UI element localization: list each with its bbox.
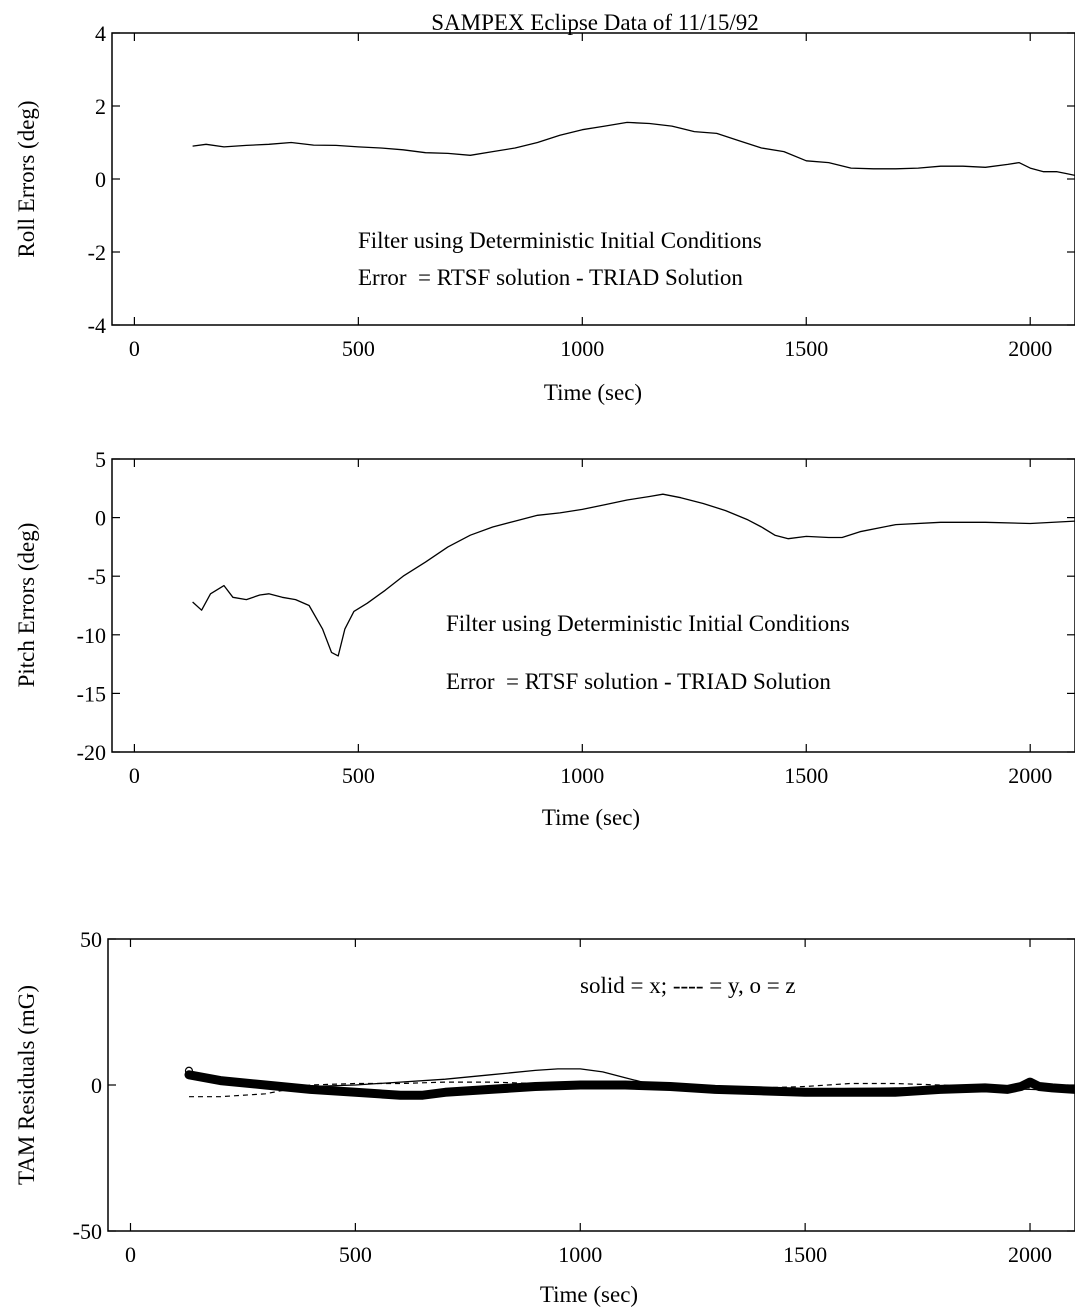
series-group bbox=[192, 493, 1075, 657]
x-ticks: 0 500 1000 1500 2000 bbox=[129, 33, 1052, 361]
series-line bbox=[192, 121, 1075, 177]
x-ticks: 0 500 1000 1500 2000 bbox=[125, 939, 1052, 1267]
y-ticks: -50 0 50 bbox=[73, 927, 1075, 1244]
annotation-filter: Filter using Deterministic Initial Condi… bbox=[358, 228, 762, 253]
series-group bbox=[184, 1066, 1075, 1100]
x-tick-label: 2000 bbox=[1008, 1242, 1052, 1267]
y-tick-label: -10 bbox=[77, 623, 106, 648]
x-tick-label: 500 bbox=[342, 763, 375, 788]
x-tick-label: 1000 bbox=[560, 763, 604, 788]
y-tick-label: -20 bbox=[77, 740, 106, 765]
chart-title: SAMPEX Eclipse Data of 11/15/92 bbox=[431, 10, 759, 35]
y-tick-label: -15 bbox=[77, 681, 106, 706]
x-tick-label: 1500 bbox=[784, 763, 828, 788]
y-tick-label: 0 bbox=[91, 1073, 102, 1098]
x-tick-label: 2000 bbox=[1008, 763, 1052, 788]
y-tick-label: 50 bbox=[80, 927, 102, 952]
annotation-error: Error = RTSF solution - TRIAD Solution bbox=[446, 669, 831, 694]
x-axis-label: Time (sec) bbox=[542, 805, 640, 830]
y-tick-label: -5 bbox=[88, 564, 106, 589]
y-tick-label: 0 bbox=[95, 167, 106, 192]
x-tick-label: 0 bbox=[129, 763, 140, 788]
annotation-legend: solid = x; ---- = y, o = z bbox=[580, 973, 796, 998]
y-tick-label: -4 bbox=[88, 313, 106, 338]
x-tick-label: 1000 bbox=[560, 336, 604, 361]
series-line bbox=[192, 493, 1075, 657]
x-tick-label: 1500 bbox=[783, 1242, 827, 1267]
y-axis-label: TAM Residuals (mG) bbox=[14, 985, 39, 1185]
y-tick-label: -2 bbox=[88, 240, 106, 265]
roll-errors-panel: SAMPEX Eclipse Data of 11/15/92 0 500 1000… bbox=[14, 10, 1075, 405]
y-tick-label: 0 bbox=[95, 506, 106, 531]
annotation-filter: Filter using Deterministic Initial Condi… bbox=[446, 611, 850, 636]
series-z-first-marker bbox=[184, 1066, 194, 1075]
y-tick-label: 2 bbox=[95, 94, 106, 119]
y-tick-label: 4 bbox=[95, 21, 106, 46]
y-ticks: -20 -15 -10 -5 0 5 bbox=[77, 447, 1075, 765]
y-axis-label: Pitch Errors (deg) bbox=[14, 523, 39, 688]
y-axis-label: Roll Errors (deg) bbox=[14, 100, 39, 257]
annotation-error: Error = RTSF solution - TRIAD Solution bbox=[358, 265, 743, 290]
plot-frame bbox=[111, 458, 1075, 753]
x-tick-label: 1000 bbox=[558, 1242, 602, 1267]
y-ticks: -4 -2 0 2 4 bbox=[88, 21, 1075, 338]
x-tick-label: 0 bbox=[125, 1242, 136, 1267]
tam-residuals-panel: 0 500 1000 1500 2000 -50 0 50 solid = x; ---- … bbox=[14, 927, 1075, 1307]
x-tick-label: 1500 bbox=[784, 336, 828, 361]
x-ticks: 0 500 1000 1500 2000 bbox=[129, 459, 1052, 788]
x-axis-label: Time (sec) bbox=[544, 380, 642, 405]
pitch-errors-panel: 0 500 1000 1500 2000 -20 -15 -10 -5 0 5 Filter us… bbox=[14, 447, 1075, 830]
y-tick-label: 5 bbox=[95, 447, 106, 472]
series-group bbox=[192, 121, 1075, 177]
x-axis-label: Time (sec) bbox=[540, 1282, 638, 1307]
x-tick-label: 500 bbox=[339, 1242, 372, 1267]
x-tick-label: 2000 bbox=[1008, 336, 1052, 361]
x-tick-label: 0 bbox=[129, 336, 140, 361]
x-tick-label: 500 bbox=[342, 336, 375, 361]
series-z-markers bbox=[184, 1070, 1075, 1100]
y-tick-label: -50 bbox=[73, 1219, 102, 1244]
